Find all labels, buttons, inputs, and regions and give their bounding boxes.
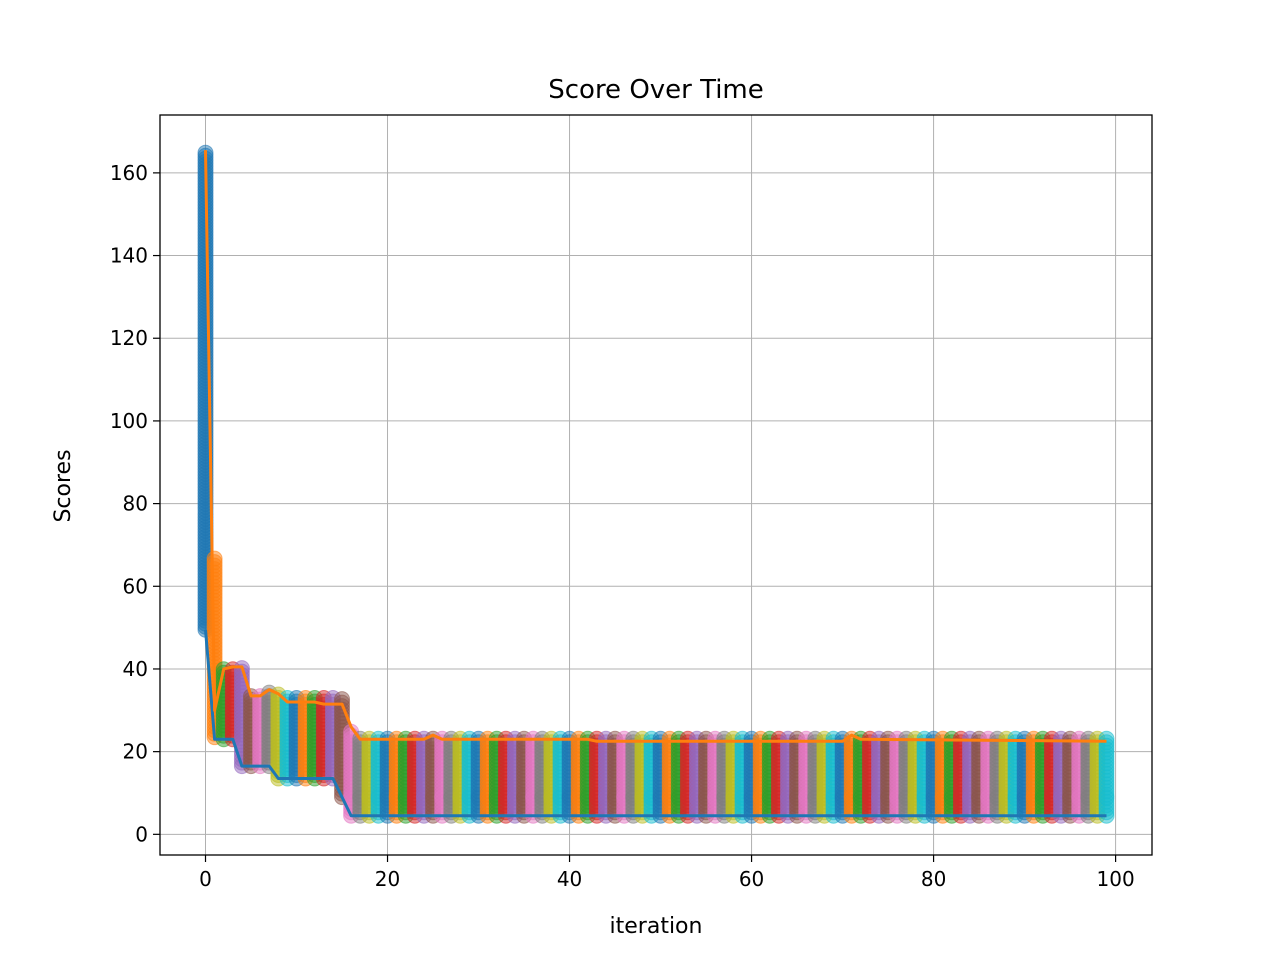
plot-frame xyxy=(159,114,1153,856)
x-tick-label: 20 xyxy=(375,867,400,891)
y-tick-label: 120 xyxy=(110,326,148,350)
y-axis-label: Scores xyxy=(51,449,76,522)
y-tick-label: 20 xyxy=(123,740,148,764)
y-tick-label: 80 xyxy=(123,492,148,516)
score-lines xyxy=(204,150,1107,818)
chart-title: Score Over Time xyxy=(548,75,764,105)
y-tick-label: 160 xyxy=(110,161,148,185)
y-tick-label: 100 xyxy=(110,409,148,433)
iteration-44-points xyxy=(597,730,614,824)
x-axis-ticks: 0 20 40 60 80 100 xyxy=(199,855,1135,891)
series-line-mean-score xyxy=(204,150,1107,743)
score-scatter xyxy=(197,144,1115,824)
x-tick-label: 0 xyxy=(199,867,212,891)
grid-lines xyxy=(160,115,1152,855)
score-point xyxy=(1098,730,1115,747)
y-tick-label: 40 xyxy=(123,657,148,681)
x-tick-label: 100 xyxy=(1097,867,1135,891)
x-tick-label: 60 xyxy=(739,867,764,891)
x-tick-label: 80 xyxy=(921,867,946,891)
score-point xyxy=(1098,789,1115,806)
score-point xyxy=(206,550,223,567)
y-tick-label: 60 xyxy=(123,574,148,598)
y-axis-ticks: 0 20 40 60 80 100 120 140 160 xyxy=(110,161,160,846)
y-tick-label: 140 xyxy=(110,244,148,268)
y-tick-label: 0 xyxy=(135,822,148,846)
iteration-99-points xyxy=(1098,730,1115,824)
x-axis-label: iteration xyxy=(610,914,703,939)
series-line-best-score xyxy=(204,629,1107,818)
x-tick-label: 40 xyxy=(557,867,582,891)
